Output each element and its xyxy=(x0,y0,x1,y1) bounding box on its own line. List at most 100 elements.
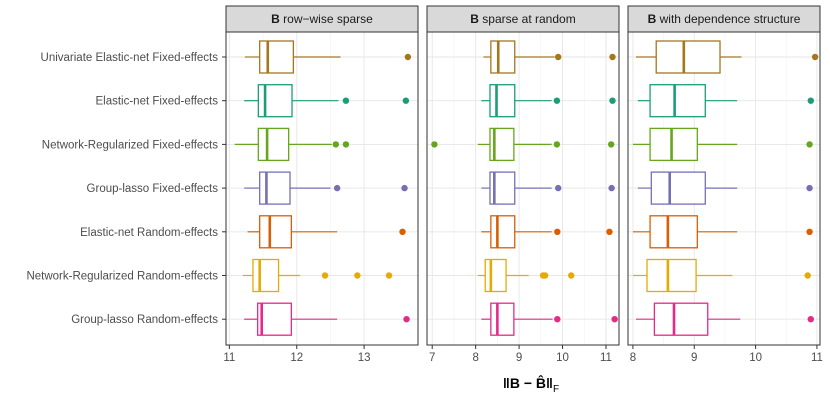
box-iqr xyxy=(490,302,515,336)
outlier-point xyxy=(609,97,616,104)
box-iqr xyxy=(489,84,516,118)
outlier-point xyxy=(554,316,561,323)
box-7 xyxy=(244,302,410,336)
outlier-point xyxy=(554,53,562,61)
x-tick-label: 11 xyxy=(223,352,235,364)
facet-panel: B with dependence structure 8 9 10 11 xyxy=(627,5,823,364)
outlier-point xyxy=(385,272,393,279)
x-tick-label: 11 xyxy=(600,352,612,364)
outlier-point xyxy=(811,53,819,61)
facet-title: B sparse at random xyxy=(470,12,575,26)
x-tick-label: 8 xyxy=(472,352,478,364)
box-6 xyxy=(477,258,575,293)
x-tick-label: 8 xyxy=(630,352,636,364)
outlier-point xyxy=(804,272,811,279)
box-iqr xyxy=(650,171,706,205)
outlier-point xyxy=(807,97,814,104)
outlier-point xyxy=(321,272,329,279)
box-4 xyxy=(637,171,813,205)
outlier-point xyxy=(806,228,813,235)
outlier-point xyxy=(554,184,562,192)
box-iqr xyxy=(259,171,291,205)
box-iqr xyxy=(252,258,280,293)
x-tick-label: 9 xyxy=(516,352,522,364)
box-4 xyxy=(481,171,615,205)
facet-strip xyxy=(225,5,419,33)
facet-panel: B row−wise sparse 11 12 13 xyxy=(223,5,419,364)
outlier-point xyxy=(807,316,814,323)
box-5 xyxy=(247,215,406,249)
x-tick-label: 10 xyxy=(556,352,569,364)
x-axis-label: ‖B − B̂‖F xyxy=(503,374,559,395)
box-2 xyxy=(481,84,616,118)
box-iqr xyxy=(649,84,706,118)
outlier-point xyxy=(342,97,350,104)
outlier-point xyxy=(404,53,412,61)
box-4 xyxy=(244,171,408,205)
box-iqr xyxy=(257,84,293,118)
panels-group: B row−wise sparse 11 12 13 B sparse at rando… xyxy=(223,5,823,364)
method-label: Elastic-net Random-effects xyxy=(80,227,218,239)
box-iqr xyxy=(259,40,295,74)
outlier-point xyxy=(611,316,618,323)
outlier-point xyxy=(403,316,410,323)
box-3 xyxy=(632,127,813,162)
outlier-point xyxy=(399,228,406,235)
x-tick-label: 9 xyxy=(691,352,697,364)
method-label: Group-lasso Fixed-effects xyxy=(87,183,219,195)
outlier-point xyxy=(402,97,410,104)
method-label: Network-Regularized Fixed-effects xyxy=(42,139,218,151)
facet-strip xyxy=(627,5,821,33)
outlier-point xyxy=(401,184,408,192)
box-iqr xyxy=(257,302,292,336)
box-1 xyxy=(483,40,616,74)
box-6 xyxy=(632,258,811,293)
facet-title: B row−wise sparse xyxy=(271,12,373,26)
box-2 xyxy=(244,84,410,118)
box-2 xyxy=(637,84,814,118)
box-iqr xyxy=(490,40,516,74)
outlier-point xyxy=(568,272,575,279)
outlier-point xyxy=(606,228,613,235)
box-iqr xyxy=(484,258,507,293)
outlier-point xyxy=(806,141,813,148)
method-label: Elastic-net Fixed-effects xyxy=(95,96,218,108)
outlier-point xyxy=(554,228,561,235)
outlier-point xyxy=(354,272,361,279)
box-6 xyxy=(242,258,393,293)
box-3 xyxy=(234,127,350,162)
x-tick-label: 7 xyxy=(429,352,435,364)
method-labels: Univariate Elastic-net Fixed-effects Elas… xyxy=(26,52,226,326)
box-7 xyxy=(481,302,618,336)
method-label: Group-lasso Random-effects xyxy=(71,314,218,326)
x-tick-label: 10 xyxy=(749,352,762,364)
panel-border xyxy=(426,31,620,346)
outlier-point xyxy=(608,184,615,192)
box-iqr xyxy=(490,215,516,249)
outlier-point xyxy=(431,141,438,148)
box-iqr xyxy=(257,127,290,162)
x-tick-label: 13 xyxy=(358,352,371,364)
box-3 xyxy=(431,127,615,162)
outlier-point xyxy=(541,272,549,279)
outlier-point xyxy=(553,141,561,148)
box-5 xyxy=(632,215,813,249)
method-label: Univariate Elastic-net Fixed-effects xyxy=(41,52,219,64)
box-iqr xyxy=(655,40,721,74)
svg-text:‖B − B̂‖F: ‖B − B̂‖F xyxy=(503,374,559,395)
panel-border xyxy=(627,31,821,346)
box-1 xyxy=(635,40,819,74)
facet-title: B with dependence structure xyxy=(648,12,801,26)
outlier-point xyxy=(333,184,341,192)
outlier-point xyxy=(609,53,616,61)
outlier-point xyxy=(607,141,615,148)
outlier-point xyxy=(342,141,350,148)
box-7 xyxy=(635,302,814,336)
outlier-point xyxy=(332,141,340,148)
box-iqr xyxy=(653,302,709,336)
facet-strip xyxy=(426,5,620,33)
box-5 xyxy=(481,215,613,249)
outlier-point xyxy=(553,97,561,104)
box-iqr xyxy=(649,215,698,249)
